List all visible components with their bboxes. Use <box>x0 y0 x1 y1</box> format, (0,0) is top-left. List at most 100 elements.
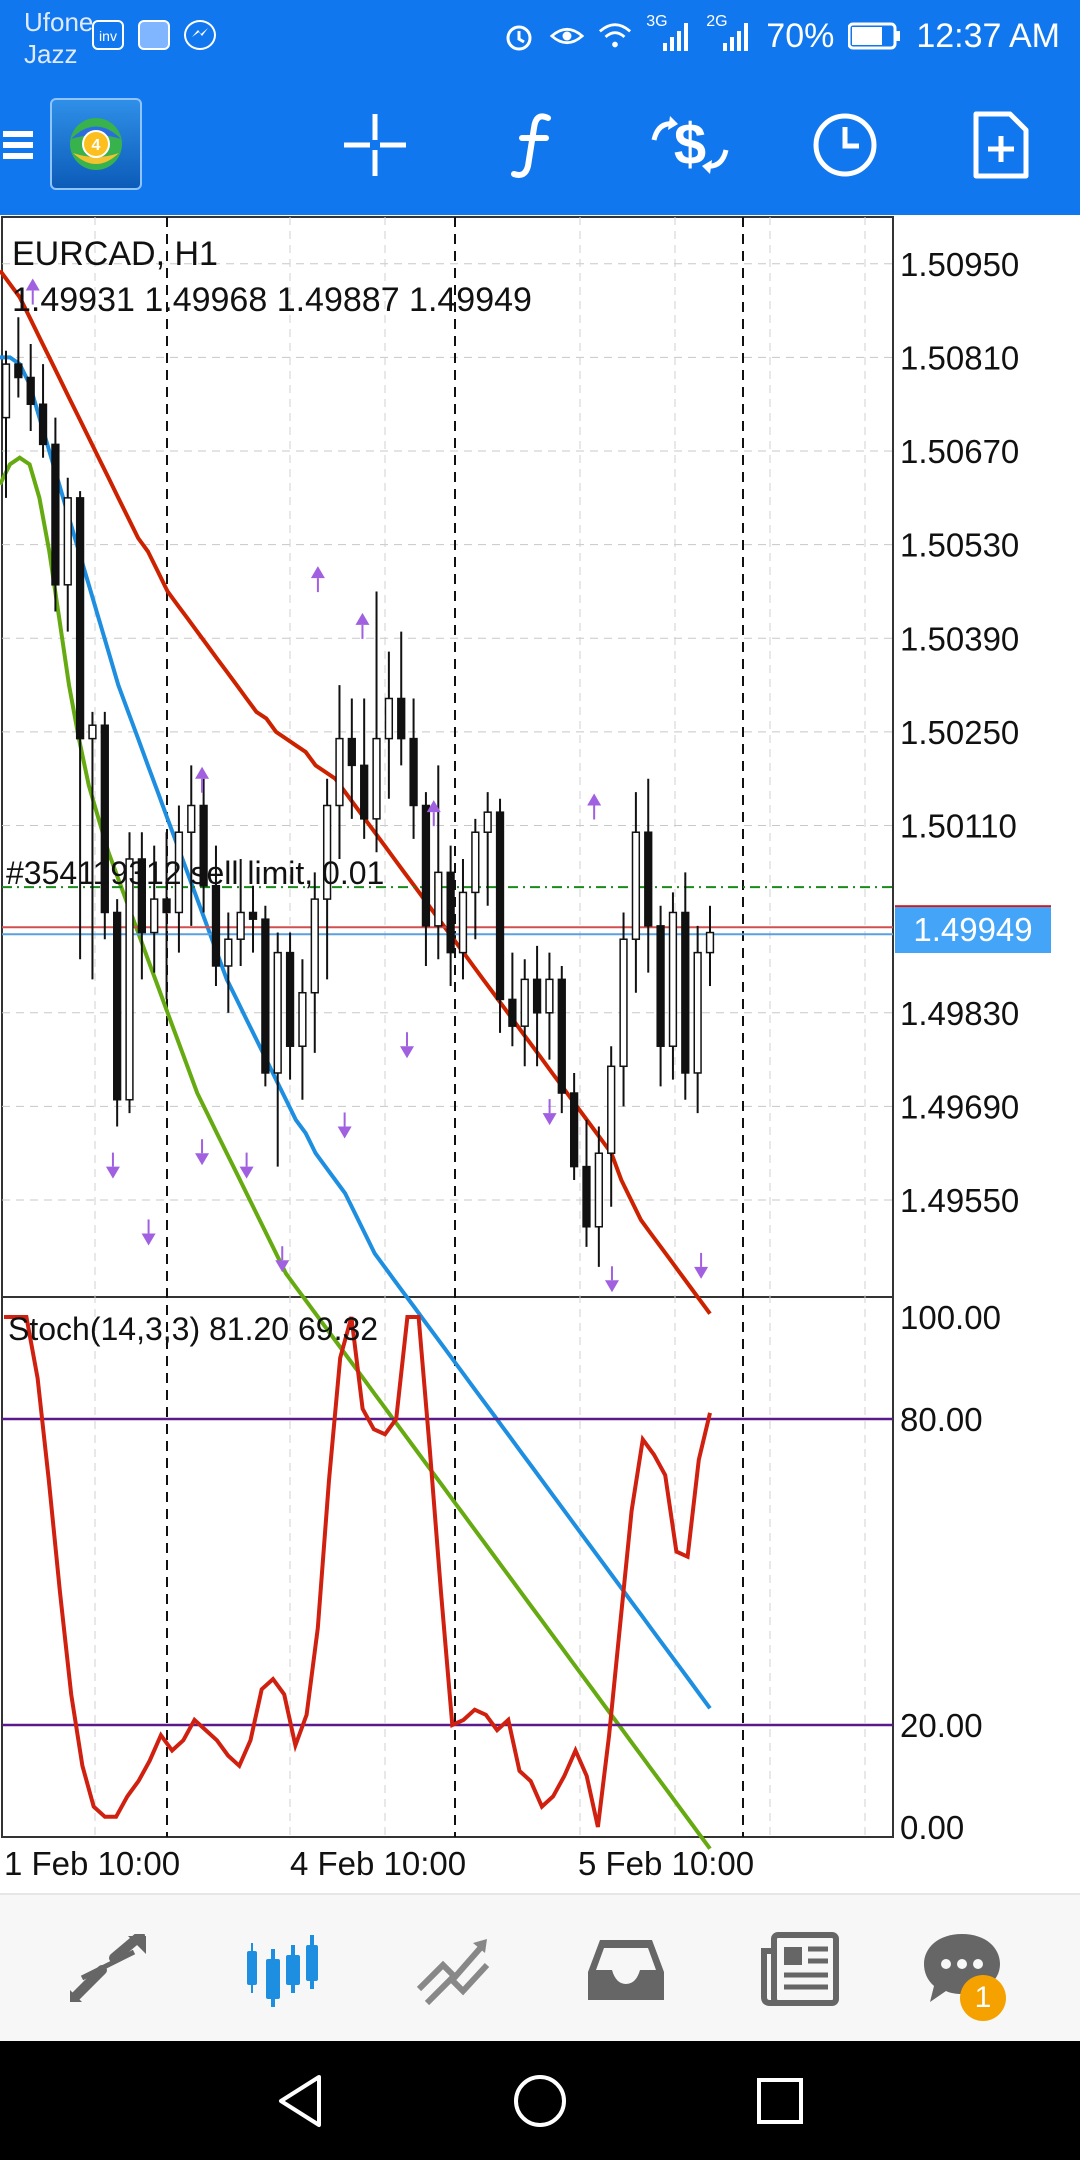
candle-body <box>248 911 258 920</box>
price-tick-2: 1.50670 <box>900 433 1019 470</box>
svg-text:$: $ <box>674 112 706 177</box>
new-object-button[interactable] <box>956 95 1046 195</box>
clock: 12:37 AM <box>916 16 1060 55</box>
fractal-up-arrow <box>355 612 370 625</box>
candle-body <box>322 804 332 900</box>
candle <box>199 778 208 913</box>
candle <box>681 872 690 1100</box>
system-navigation-bar <box>0 2041 1080 2160</box>
candle <box>668 892 678 1080</box>
candle-body <box>187 804 196 833</box>
candle-body <box>125 858 134 1101</box>
fractal-down-arrow <box>141 1233 156 1246</box>
clock-icon <box>813 113 877 177</box>
stoch-tick-3: 0.00 <box>900 1809 964 1846</box>
home-button[interactable] <box>500 2061 580 2141</box>
candle-body <box>137 858 147 934</box>
battery-percent: 70% <box>766 16 835 55</box>
candle-body <box>520 978 529 1027</box>
timeframe-button[interactable] <box>800 95 890 195</box>
nav-trade[interactable] <box>393 1909 513 2029</box>
candle <box>1 350 11 498</box>
candle <box>51 417 60 612</box>
candle <box>434 765 443 960</box>
fractal-down-arrow <box>400 1046 415 1059</box>
signal-2g-icon: 2G <box>706 13 752 53</box>
crosshair-icon <box>344 114 406 176</box>
nav-chart[interactable] <box>222 1909 342 2029</box>
menu-button[interactable] <box>0 95 36 195</box>
alarm-icon <box>502 19 536 53</box>
candle-body <box>532 978 542 1014</box>
trade-trend-icon <box>416 1939 490 2006</box>
candle-body <box>113 911 122 1101</box>
recents-square-icon <box>757 2078 803 2124</box>
candle-body <box>656 925 665 1047</box>
nav-history[interactable] <box>566 1909 686 2029</box>
candle-body <box>582 1165 591 1228</box>
current-price-tag: 1.49949 <box>895 907 1051 953</box>
fractals <box>25 278 709 1293</box>
ohlc-readout: 1.49931 1.49968 1.49887 1.49949 <box>12 281 532 319</box>
candle <box>631 792 641 993</box>
candle <box>273 932 282 1167</box>
candlestick-chart-icon <box>247 1935 318 2007</box>
price-chart[interactable]: 1.50950 1.50810 1.50670 1.50530 1.50390 1.502… <box>0 215 1080 1895</box>
candle <box>261 905 270 1087</box>
candle-body <box>63 497 72 586</box>
chart-grid <box>1 216 894 1838</box>
status-right-group: 3G 2G 70% 12:37 AM <box>502 13 1060 58</box>
candle-body <box>285 951 295 1047</box>
candle <box>508 952 517 1047</box>
candle <box>211 845 221 987</box>
candle <box>174 805 184 953</box>
fractal-down-arrow <box>239 1166 254 1179</box>
order-label[interactable]: #354119312 sell limit, 0.01 <box>6 855 385 891</box>
candle-body <box>335 737 344 807</box>
candle <box>187 765 196 926</box>
stochastic-label: Stoch(14,3,3) 81.20 69.32 <box>8 1311 379 1347</box>
inbox-tray-icon <box>588 1940 664 2000</box>
stoch-tick-2: 20.00 <box>900 1707 983 1744</box>
candle-body <box>421 804 431 927</box>
battery-icon <box>848 19 902 53</box>
candle-body <box>508 998 517 1027</box>
candle <box>150 845 159 973</box>
candle-body <box>51 443 60 586</box>
candle-body <box>557 978 566 1094</box>
recents-button[interactable] <box>740 2061 820 2141</box>
indicators-button[interactable] <box>488 95 578 195</box>
signal-3g-icon: 3G <box>646 13 692 53</box>
candle-body <box>150 898 159 934</box>
chart-area[interactable]: 1.50950 1.50810 1.50670 1.50530 1.50390 1.502… <box>0 215 1080 1895</box>
candle-body <box>434 871 443 927</box>
nav-messages[interactable]: 1 <box>902 1909 1022 2029</box>
nav-news[interactable] <box>740 1909 860 2029</box>
candle <box>162 832 171 1000</box>
candle-body <box>594 1152 603 1228</box>
candle-body <box>409 737 418 807</box>
price-tick-1: 1.50810 <box>900 339 1019 376</box>
candle <box>446 845 455 987</box>
candle <box>594 1126 603 1267</box>
moving-average-1 <box>0 355 712 1710</box>
carrier-line1: Ufone <box>24 7 94 37</box>
candle-body <box>397 697 406 740</box>
fractal-up-arrow <box>310 566 325 579</box>
crosshair-button[interactable] <box>330 95 420 195</box>
candle <box>607 1046 616 1207</box>
candle <box>125 832 134 1114</box>
price-tick-3: 1.50530 <box>900 527 1019 564</box>
time-label-3: 5 Feb 10:00 <box>578 1845 755 1882</box>
candle <box>38 364 48 458</box>
candle-body <box>446 871 455 954</box>
trade-button[interactable]: $ <box>643 95 737 195</box>
symbol-title: EURCAD, H1 <box>12 235 218 273</box>
back-button[interactable] <box>260 2061 340 2141</box>
nav-quotes[interactable] <box>48 1909 168 2029</box>
fractal-up-arrow <box>426 800 441 813</box>
app-logo[interactable]: 4 <box>50 98 142 190</box>
candle-body <box>384 697 394 740</box>
candle <box>63 477 72 632</box>
fractal-down-arrow <box>542 1113 557 1126</box>
